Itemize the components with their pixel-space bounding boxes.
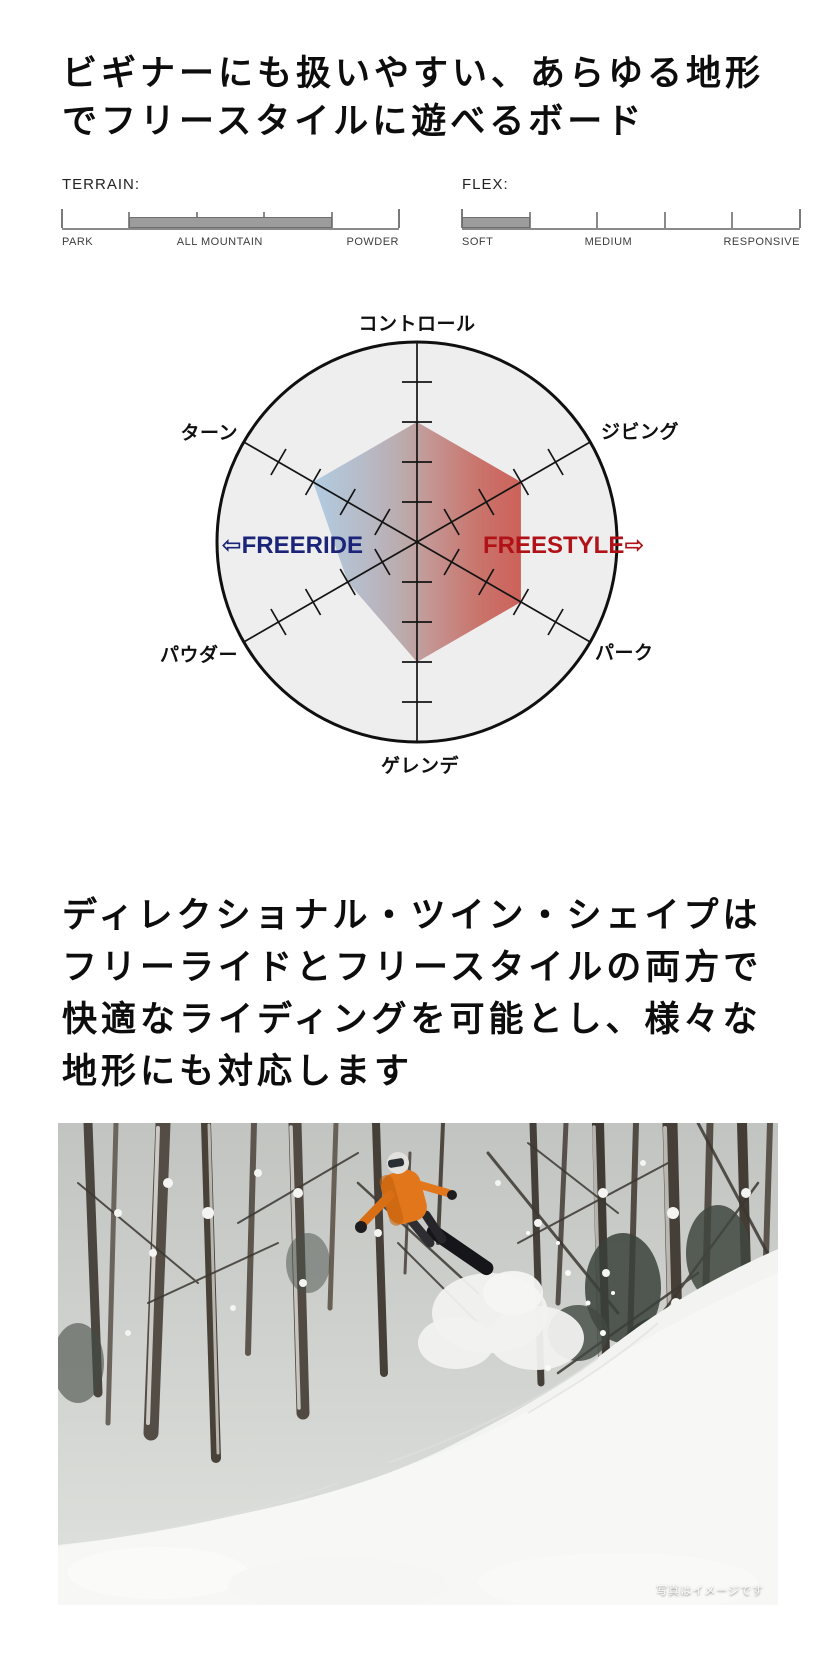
flex-meter: FLEX: SOFT MEDIUM RESPONSIVE: [461, 176, 801, 248]
heading-line: 地形にも対応します: [62, 1052, 414, 1091]
terrain-meter-labels: PARK ALL MOUNTAIN POWDER: [62, 236, 399, 248]
heading-line: 快適なライディングを可能とし、様々な: [62, 1000, 762, 1039]
rider-glove: [355, 1221, 367, 1233]
snowboarder: [355, 1152, 494, 1276]
shape-heading: ディレクショナル・ツイン・シェイプは フリーライドとフリースタイルの両方で 快適…: [62, 890, 792, 1098]
radar-tick: [512, 588, 530, 616]
radar-tick: [374, 508, 391, 536]
radar-axis-line: [243, 441, 418, 543]
rider-goggles: [387, 1158, 405, 1168]
flex-meter-labels: SOFT MEDIUM RESPONSIVE: [462, 236, 800, 248]
rider-leg: [421, 1210, 447, 1244]
radar-tick: [339, 488, 356, 516]
rider-glove: [447, 1190, 457, 1200]
meter-tick: [799, 209, 801, 228]
radar-axis-control: コントロール: [358, 314, 476, 335]
rider-leg: [405, 1214, 435, 1248]
freestyle-label: FREESTYLE⇨: [483, 531, 644, 560]
meter-tick: [330, 212, 333, 228]
snowboarder-photo: 写真はイメージです: [52, 1115, 788, 1613]
terrain-meter-title: TERRAIN:: [62, 176, 141, 193]
radar-tick: [270, 608, 287, 636]
right-arrow-icon: ⇨: [624, 532, 645, 559]
intro-heading: ビギナーにも扱いやすい、あらゆる地形 でフリースタイルに遊べるボード: [62, 50, 792, 146]
radar-tick: [512, 468, 530, 496]
radar-chart: [215, 340, 619, 744]
terrain-meter-axis: [61, 208, 400, 230]
radar-tick: [443, 548, 460, 576]
radar-tick: [547, 448, 564, 476]
snow-slope: [58, 1249, 778, 1613]
freeride-text: FREERIDE: [241, 532, 363, 559]
terrain-meter: TERRAIN: PARK ALL MOUNTAIN POWDER: [61, 176, 400, 248]
radar-axis-powder: パウダー: [159, 645, 238, 666]
left-arrow-icon: ⇦: [221, 532, 242, 559]
snow-spray: [418, 1231, 615, 1371]
terrain-label-allmountain: ALL MOUNTAIN: [176, 236, 263, 248]
terrain-label-park: PARK: [62, 236, 94, 248]
flex-label-medium: MEDIUM: [584, 236, 633, 248]
radar-tick: [443, 508, 460, 536]
freeride-label: ⇦FREERIDE: [222, 531, 363, 560]
radar-tick: [547, 608, 564, 636]
radar-tick: [478, 488, 495, 516]
flex-label-responsive: RESPONSIVE: [723, 236, 800, 248]
meter-tick: [61, 209, 63, 228]
flex-meter-title: FLEX:: [462, 176, 509, 193]
terrain-label-powder: POWDER: [346, 236, 399, 248]
heading-line: ディレクショナル・ツイン・シェイプは: [62, 896, 762, 935]
heading-line: フリーライドとフリースタイルの両方で: [62, 948, 763, 987]
terrain-meter-bar: [129, 217, 332, 228]
snow-scene: [52, 1115, 788, 1613]
meter-tick: [596, 212, 599, 228]
radar-tick: [270, 448, 287, 476]
rider-jacket-shade: [379, 1175, 404, 1226]
radar-axis-turn: ターン: [180, 423, 238, 444]
radar-axis-gelande: ゲレンデ: [380, 756, 460, 777]
meter-tick: [663, 212, 666, 228]
flex-meter-bar: [462, 217, 530, 228]
radar-tick: [304, 588, 322, 616]
rider-arm: [416, 1181, 452, 1197]
radar-tick: [339, 568, 356, 596]
photo-caption: 写真はイメージです: [656, 1585, 764, 1597]
radar-tick: [478, 568, 495, 596]
heading-line: ビギナーにも扱いやすい、あらゆる地形: [62, 54, 765, 93]
radar-axis-line: [243, 541, 418, 643]
heading-line: でフリースタイルに遊べるボード: [62, 102, 646, 141]
radar-tick: [374, 548, 391, 576]
radar-axis-jibbing: ジビング: [601, 422, 680, 443]
meter-tick: [528, 212, 531, 228]
radar-axis-park: パーク: [595, 643, 654, 664]
radar-tick: [304, 468, 322, 496]
radar-axis-line: [416, 441, 591, 543]
flex-meter-axis: [461, 208, 801, 230]
meter-tick: [731, 212, 734, 228]
meter-tick: [398, 209, 400, 228]
rider-arm: [358, 1190, 395, 1228]
flex-label-soft: SOFT: [462, 236, 494, 248]
freestyle-text: FREESTYLE: [483, 532, 625, 559]
radar-axis-line: [416, 541, 591, 643]
